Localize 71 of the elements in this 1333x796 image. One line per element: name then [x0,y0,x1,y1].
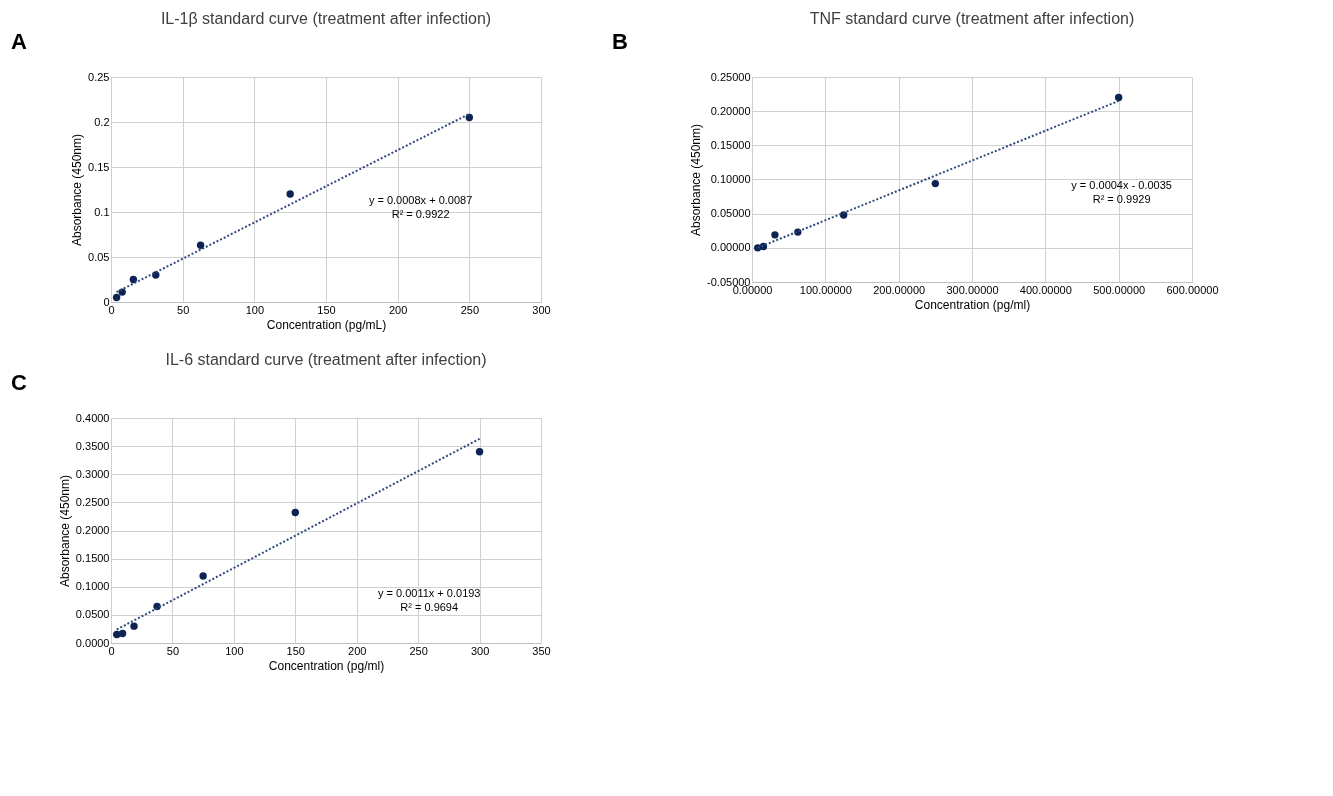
y-tick-label: 0.20000 [710,104,751,117]
x-tick-label: 100 [245,303,265,316]
x-tick-label: 600.00000 [1166,283,1219,296]
annotation: R² = 0.9929 [1092,192,1151,205]
x-tick-label: 150 [317,303,336,316]
point [118,629,127,638]
x-tick-label: 100 [225,644,244,657]
x-axis-title: Concentration (pg/ml) [268,658,385,673]
y-axis-title: Absorbance (450nm) [57,474,72,588]
point [130,622,138,630]
point [199,572,207,580]
x-tick-label: 50 [177,303,190,316]
point [286,190,294,198]
y-tick-label: 0.2000 [75,524,110,536]
y-tick-label: 0.2 [94,115,110,128]
y-tick-label: 0.2500 [75,495,110,508]
x-tick-label: 350 [532,644,551,657]
y-tick-label: 0.00000 [710,241,751,254]
x-tick-label: 500.00000 [1093,283,1146,296]
y-tick-label: 0.05 [88,250,110,263]
point [931,179,940,188]
y-tick-label: 0.10000 [710,173,751,185]
x-tick-label: 200 [388,303,408,316]
chart-title: IL-6 standard curve (treatment after infection) [165,351,487,368]
y-tick-label: 0.25000 [710,70,751,83]
y-tick-label: 0.0500 [75,608,110,621]
text: B [612,29,628,54]
x-tick-label: 400.00000 [1019,283,1072,296]
y-tick-label: 0.1500 [75,552,110,565]
text: C [11,370,27,395]
annotation: y = 0.0008x + 0.0087 [368,193,473,206]
point [465,113,474,122]
x-tick-label: 100.00000 [799,283,852,296]
point [196,241,205,249]
annotation: R² = 0.9922 [391,207,450,220]
y-tick-label: 0.15 [88,160,110,173]
text: A [11,29,27,54]
y-tick-label: 0.3500 [75,439,110,452]
y-tick-label: 0.4000 [75,411,110,424]
y-tick-label: 0.0000 [75,636,110,649]
y-tick-label: 0.05000 [710,207,751,220]
y-tick-label: 0.1000 [75,580,110,593]
point [129,275,138,284]
chart-title: TNF standard curve (treatment after infection) [809,10,1135,27]
y-tick-label: 0 [103,295,110,308]
x-tick-label: 50 [166,644,180,657]
x-tick-label: 150 [286,644,305,657]
x-tick-label: 300 [532,303,551,316]
x-tick-label: 200 [348,644,367,657]
point [112,293,121,302]
x-tick-label: 250 [460,303,480,316]
x-tick-label: 300 [470,644,490,657]
x-tick-label: 300.00000 [946,283,999,296]
y-tick-label: 0.1 [94,205,110,218]
y-axis-title: Absorbance (450nm) [689,123,704,237]
point [291,508,299,517]
x-tick-label: 250 [409,644,428,657]
x-axis-title: Concentration (pg/mL) [266,317,387,332]
y-tick-label: 0.3000 [75,467,110,480]
y-tick-label: 0.25 [88,70,110,83]
point [475,448,484,456]
chart-title: IL-1β standard curve (treatment after infection) [160,10,492,27]
annotation: R² = 0.9694 [400,600,459,613]
x-tick-label: 200.00000 [873,283,926,296]
annotation: y = 0.0004x - 0.0035 [1071,178,1172,191]
annotation: y = 0.0011x + 0.0193 [377,586,481,599]
point [771,231,779,239]
point [1114,93,1123,102]
y-tick-label: 0.15000 [710,138,751,151]
y-axis-title: Absorbance (450nm) [70,133,85,247]
x-axis-title: Concentration (pg/ml) [914,297,1031,312]
